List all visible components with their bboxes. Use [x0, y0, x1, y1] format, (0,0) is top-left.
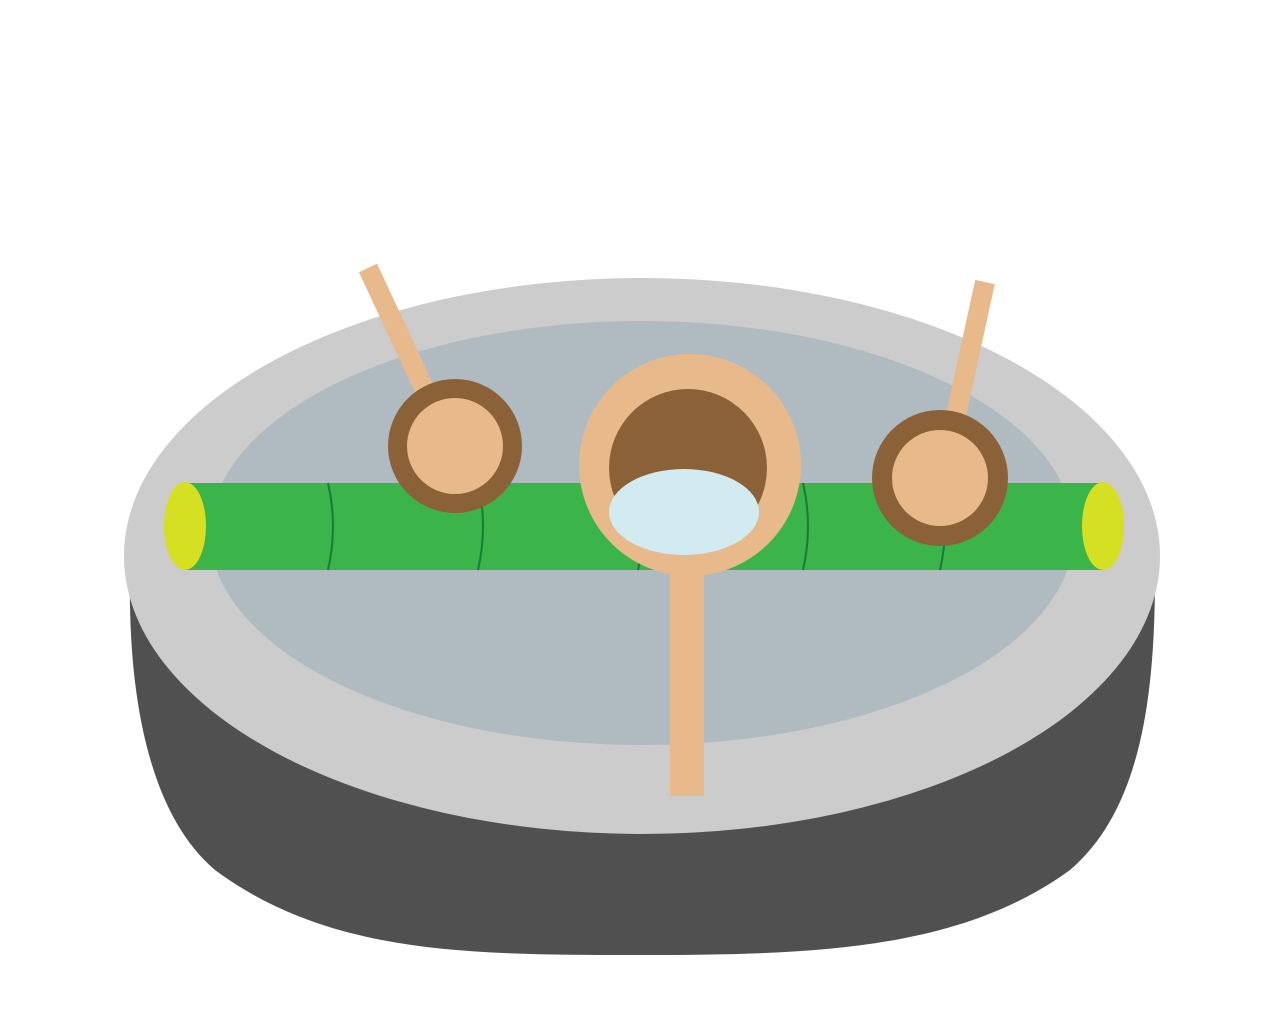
ladle-left	[358, 263, 522, 513]
ladle-right-cup-bottom	[892, 430, 988, 526]
bamboo-end-right	[1082, 482, 1124, 570]
bamboo-node	[327, 482, 334, 571]
ladle-left-cup-bottom	[407, 398, 503, 494]
bamboo-node	[802, 482, 809, 571]
ladle-right	[872, 279, 1008, 546]
bamboo-end-left	[164, 482, 206, 570]
ladle-center	[579, 354, 801, 796]
ladle-center-handle	[670, 555, 704, 796]
ladle-right-handle	[941, 279, 995, 441]
ladle-center-water	[609, 469, 759, 555]
